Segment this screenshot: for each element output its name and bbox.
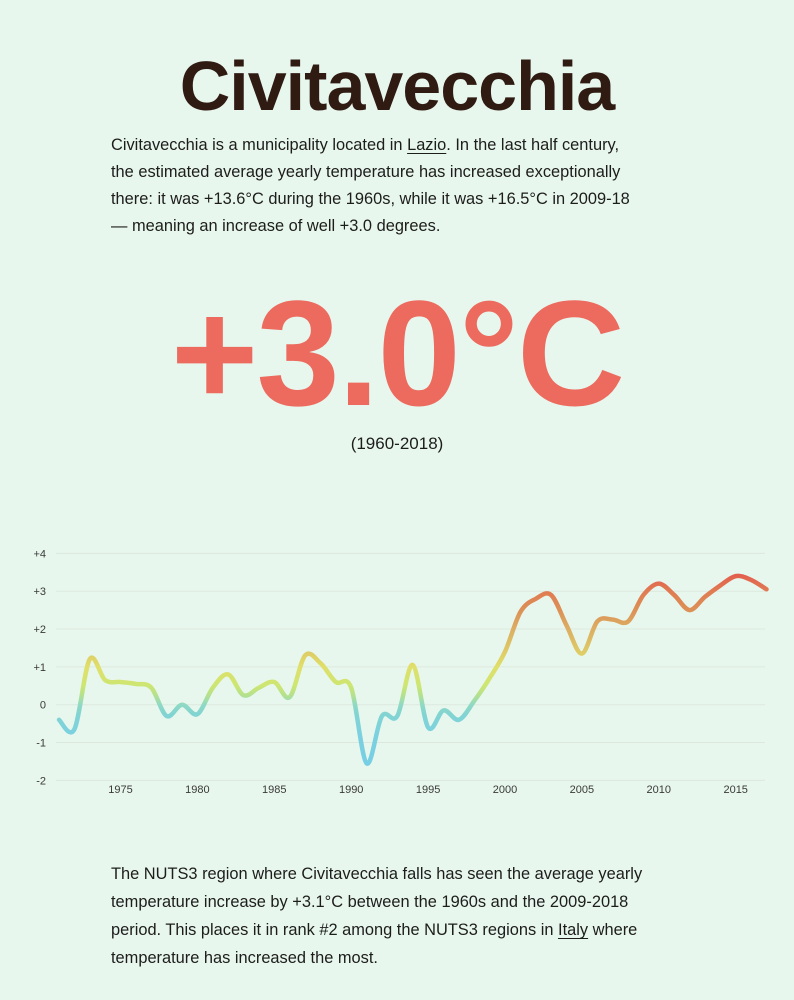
text-segment: period. This places it in rank #2 among … <box>111 921 559 939</box>
x-axis-tick-label: 2010 <box>647 784 671 796</box>
text-segment: the estimated average yearly temperature… <box>111 163 621 181</box>
paragraph-line: Civitavecchia is a municipality located … <box>111 132 751 159</box>
paragraph-line: The NUTS3 region where Civitavecchia fal… <box>111 860 751 888</box>
italy-link[interactable]: Italy <box>558 921 589 939</box>
temperature-anomaly-chart: +4 +3 +2 +1 0 -1 -2 1975 1980 1985 1990 1995 2000 200… <box>33 548 769 796</box>
text-segment: Civitavecchia is a municipality located … <box>111 136 408 154</box>
x-axis-tick-label: 1975 <box>108 784 132 796</box>
paragraph-line: period. This places it in rank #2 among … <box>111 916 751 944</box>
lazio-link[interactable]: Lazio <box>407 136 447 154</box>
x-axis-tick-label: 1990 <box>339 784 363 796</box>
y-axis-tick-label: +1 <box>33 662 46 674</box>
paragraph-line: there: it was +13.6°C during the 1960s, … <box>111 186 751 213</box>
text-segment: temperature increase by +3.1°C between t… <box>111 893 629 911</box>
y-axis-tick-label: +4 <box>33 548 46 560</box>
outro-paragraph: The NUTS3 region where Civitavecchia fal… <box>111 860 751 972</box>
text-segment: . In the last half century, <box>446 136 620 154</box>
y-axis-tick-label: +2 <box>33 624 46 636</box>
text-segment: — meaning an increase of well +3.0 degre… <box>111 217 441 235</box>
page-title: Civitavecchia <box>179 47 615 125</box>
x-axis-tick-label: 1985 <box>262 784 286 796</box>
paragraph-line: — meaning an increase of well +3.0 degre… <box>111 213 751 240</box>
text-segment: temperature has increased the most. <box>111 949 378 967</box>
temperature-increase-value: +3.0°C <box>170 269 625 437</box>
temperature-line <box>56 573 769 766</box>
text-segment: there: it was +13.6°C during the 1960s, … <box>111 190 630 208</box>
text-segment: where <box>588 921 638 939</box>
x-axis-tick-label: 1995 <box>416 784 440 796</box>
x-axis-tick-label: 2015 <box>723 784 747 796</box>
intro-paragraph: Civitavecchia is a municipality located … <box>111 132 751 240</box>
paragraph-line: temperature increase by +3.1°C between t… <box>111 888 751 916</box>
x-axis-tick-label: 2005 <box>570 784 594 796</box>
y-axis-tick-label: +3 <box>33 586 46 598</box>
text-segment: The NUTS3 region where Civitavecchia fal… <box>111 865 643 883</box>
y-axis-tick-label: 0 <box>40 700 46 712</box>
period-caption: (1960-2018) <box>350 434 444 453</box>
y-axis-tick-label: -2 <box>36 775 46 787</box>
x-axis-tick-label: 1980 <box>185 784 209 796</box>
y-axis-tick-label: -1 <box>36 738 46 750</box>
paragraph-line: the estimated average yearly temperature… <box>111 159 751 186</box>
paragraph-line: temperature has increased the most. <box>111 944 751 972</box>
x-axis-tick-label: 2000 <box>493 784 517 796</box>
